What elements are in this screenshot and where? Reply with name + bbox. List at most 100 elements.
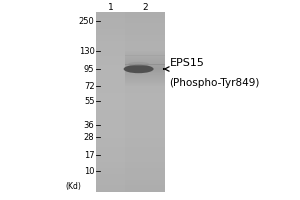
Bar xyxy=(96,156,165,158)
Bar xyxy=(124,71,165,72)
Bar xyxy=(124,68,165,69)
Bar xyxy=(96,84,165,86)
Bar xyxy=(124,67,165,68)
Bar xyxy=(124,84,165,85)
Bar xyxy=(124,73,165,74)
Bar xyxy=(96,102,165,104)
Bar xyxy=(124,53,165,54)
Bar xyxy=(96,177,165,179)
Bar xyxy=(124,55,165,56)
Bar xyxy=(124,76,165,77)
Bar xyxy=(124,60,165,61)
Bar xyxy=(96,95,165,96)
Bar xyxy=(96,180,165,182)
Bar xyxy=(96,189,165,190)
Bar xyxy=(96,150,165,152)
Bar xyxy=(96,96,165,98)
Bar xyxy=(96,111,165,112)
Bar xyxy=(96,90,165,92)
Bar xyxy=(96,52,165,54)
Bar xyxy=(96,65,165,66)
Text: 1: 1 xyxy=(108,2,114,11)
Bar xyxy=(96,154,165,156)
Bar xyxy=(96,14,165,15)
Bar xyxy=(124,52,165,53)
Bar xyxy=(96,176,165,177)
Bar xyxy=(124,79,165,80)
Bar xyxy=(96,117,165,118)
Bar xyxy=(124,85,165,86)
Bar xyxy=(124,57,165,58)
Bar xyxy=(96,132,165,134)
Bar xyxy=(96,66,165,68)
Bar xyxy=(96,42,165,44)
Bar xyxy=(96,190,165,192)
Bar xyxy=(96,44,165,45)
Text: 130: 130 xyxy=(79,46,94,55)
Bar xyxy=(96,12,124,192)
Bar xyxy=(96,88,165,90)
Bar xyxy=(96,39,165,40)
Bar xyxy=(96,36,165,38)
Bar xyxy=(96,110,165,111)
Bar xyxy=(96,114,165,116)
Bar xyxy=(124,69,165,70)
Bar xyxy=(96,24,165,25)
Bar xyxy=(124,80,165,81)
Bar xyxy=(96,159,165,160)
Bar xyxy=(96,17,165,18)
Bar xyxy=(96,148,165,150)
Bar xyxy=(124,56,165,57)
Bar xyxy=(96,60,165,62)
Bar xyxy=(124,75,165,76)
Bar xyxy=(96,126,165,128)
Bar xyxy=(96,34,165,36)
Text: (Kd): (Kd) xyxy=(66,182,81,192)
Bar xyxy=(96,122,165,123)
Text: 10: 10 xyxy=(84,166,94,176)
Bar xyxy=(96,78,165,79)
Bar xyxy=(124,62,165,63)
Bar xyxy=(124,63,165,64)
Bar xyxy=(96,172,165,174)
Bar xyxy=(96,15,165,17)
Bar xyxy=(96,160,165,162)
Ellipse shape xyxy=(124,65,154,73)
Bar xyxy=(96,146,165,147)
Bar xyxy=(96,158,165,159)
Bar xyxy=(96,188,165,189)
Bar xyxy=(96,98,165,99)
Bar xyxy=(96,123,165,124)
Bar xyxy=(96,68,165,69)
Bar xyxy=(96,49,165,51)
Bar xyxy=(96,101,165,102)
Bar xyxy=(96,20,165,21)
Bar xyxy=(96,129,165,130)
Bar xyxy=(124,70,165,71)
Bar xyxy=(96,18,165,20)
Bar xyxy=(124,82,165,83)
Bar xyxy=(96,130,165,132)
Bar xyxy=(96,28,165,30)
Bar xyxy=(96,183,165,184)
Text: 36: 36 xyxy=(84,120,94,130)
Bar xyxy=(96,137,165,138)
Text: 250: 250 xyxy=(79,17,94,25)
Bar xyxy=(96,105,165,106)
Bar xyxy=(96,184,165,186)
Bar xyxy=(96,153,165,154)
Bar xyxy=(96,48,165,49)
Bar xyxy=(96,166,165,168)
Bar xyxy=(124,58,165,59)
Bar xyxy=(96,135,165,137)
Bar xyxy=(96,164,165,165)
Text: 28: 28 xyxy=(84,132,94,142)
Bar xyxy=(124,78,165,79)
Bar xyxy=(96,72,165,74)
Bar xyxy=(96,140,165,141)
Bar xyxy=(124,81,165,82)
Bar xyxy=(96,75,165,76)
Bar xyxy=(96,31,165,33)
Bar xyxy=(96,55,165,57)
Bar xyxy=(96,174,165,176)
